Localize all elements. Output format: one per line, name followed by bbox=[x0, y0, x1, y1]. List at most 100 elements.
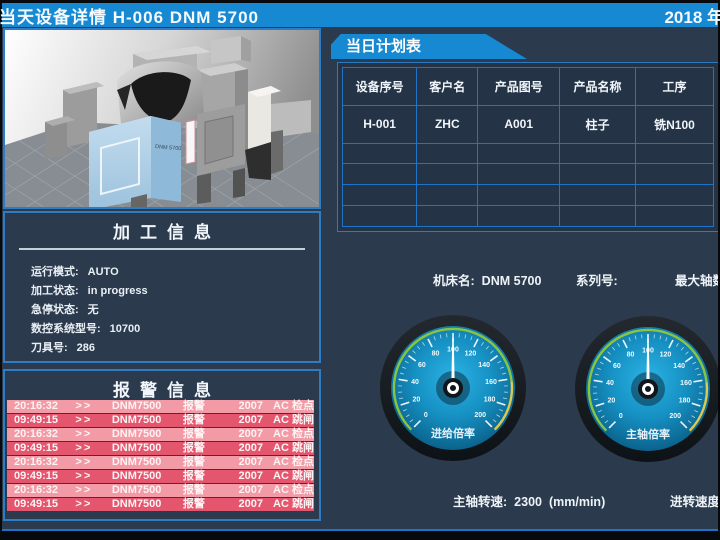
alarm-device: DNM7500 bbox=[111, 428, 162, 440]
plan-cell bbox=[560, 206, 637, 227]
svg-text:60: 60 bbox=[418, 362, 426, 369]
alarm-message: AC 跳闸 bbox=[273, 470, 314, 482]
spindle-override-gauge: 020406080100120140160180200主轴倍率 bbox=[573, 314, 718, 464]
alarm-time: 20:16:32 bbox=[14, 428, 59, 440]
alarm-row: 09:49:15 >> DNM7500 报警 2007 AC 跳闸 bbox=[7, 470, 314, 483]
alarm-type: 报警 bbox=[182, 484, 205, 496]
spindle-speed-label: 主轴转速: bbox=[453, 495, 508, 509]
feed-speed: 进转速度 bbox=[670, 491, 718, 510]
plan-column-header: 设备序号 bbox=[343, 68, 418, 106]
plan-cell bbox=[343, 185, 418, 207]
process-info-panel: 加工信息 运行模式: AUTO 加工状态: in progress 急停状态: 无数控系统… bbox=[3, 211, 321, 363]
alarm-time: 09:49:15 bbox=[14, 442, 59, 454]
plan-cell bbox=[478, 143, 560, 165]
process-info-title: 加工信息 bbox=[113, 223, 221, 242]
alarm-arrow: >> bbox=[75, 414, 93, 426]
field-label: 运行模式: bbox=[31, 266, 79, 278]
alarm-type: 报警 bbox=[182, 442, 205, 454]
plan-cell bbox=[478, 164, 560, 186]
svg-text:180: 180 bbox=[484, 397, 496, 404]
alarm-time: 09:49:15 bbox=[14, 498, 59, 510]
alarm-message: AC 检点 bbox=[273, 484, 314, 496]
tab-daily-plan[interactable]: 当日计划表 bbox=[331, 34, 527, 59]
alarm-device: DNM7500 bbox=[111, 470, 162, 482]
spindle-speed-unit: (mm/min) bbox=[548, 495, 606, 509]
machine-name-label: 机床名: bbox=[433, 274, 475, 288]
plan-column-header: 客户名 bbox=[417, 68, 479, 106]
alarm-device: DNM7500 bbox=[111, 442, 162, 454]
alarm-message: AC 跳闸 bbox=[273, 442, 314, 454]
alarm-code: 2007 bbox=[238, 414, 263, 426]
alarm-message: AC 跳闸 bbox=[273, 498, 314, 510]
plan-cell bbox=[417, 185, 479, 207]
alarm-time: 20:16:32 bbox=[14, 484, 59, 496]
plan-column-header: 产品图号 bbox=[478, 68, 560, 106]
field-value: 无 bbox=[87, 304, 99, 316]
field-label: 加工状态: bbox=[31, 285, 79, 297]
alarm-type: 报警 bbox=[182, 400, 205, 412]
process-info-fields: 运行模式: AUTO 加工状态: in progress 急停状态: 无数控系统型号: 10… bbox=[31, 263, 311, 358]
machine-3d-image: DNM 5700 bbox=[5, 30, 319, 207]
alarm-message: AC 检点 bbox=[273, 428, 314, 440]
alarm-code: 2007 bbox=[238, 456, 263, 468]
alarm-time: 09:49:15 bbox=[14, 470, 59, 482]
plan-cell bbox=[343, 206, 418, 227]
alarm-message: AC 检点 bbox=[273, 400, 314, 412]
field-value: 286 bbox=[76, 342, 96, 354]
alarm-type: 报警 bbox=[182, 470, 205, 482]
alarm-device: DNM7500 bbox=[111, 456, 162, 468]
title-divider bbox=[19, 248, 305, 250]
series-number: 系列号: bbox=[576, 270, 625, 289]
field-value: in progress bbox=[87, 285, 148, 297]
plan-cell bbox=[417, 164, 479, 186]
machine-name: 机床名: DNM 5700 bbox=[433, 270, 541, 289]
svg-text:200: 200 bbox=[669, 413, 681, 420]
plan-cell: A001 bbox=[478, 105, 560, 144]
field-value: AUTO bbox=[87, 266, 119, 278]
svg-text:40: 40 bbox=[411, 379, 419, 386]
svg-text:80: 80 bbox=[432, 351, 440, 358]
alarm-type: 报警 bbox=[182, 456, 205, 468]
plan-cell: 铣N100 bbox=[636, 105, 714, 144]
plan-cell bbox=[343, 164, 418, 186]
plan-cell: 柱子 bbox=[560, 105, 637, 144]
svg-text:主轴倍率: 主轴倍率 bbox=[626, 427, 670, 441]
process-info-field: 刀具号: 286 bbox=[31, 339, 311, 358]
alarm-row: 20:16:32 >> DNM7500 报警 2007 AC 检点 bbox=[7, 400, 314, 413]
svg-text:进给倍率: 进给倍率 bbox=[431, 426, 475, 440]
svg-text:140: 140 bbox=[673, 363, 685, 370]
alarm-device: DNM7500 bbox=[111, 400, 162, 412]
max-axes-label: 最大轴数 bbox=[675, 274, 718, 288]
alarm-arrow: >> bbox=[75, 428, 93, 440]
svg-text:160: 160 bbox=[485, 379, 497, 386]
alarm-info-panel: 报警信息 20:16:32 >> DNM7500 报警 2007 AC 检点 09:49:1… bbox=[3, 369, 321, 521]
spindle-speed: 主轴转速: 2300 (mm/min) bbox=[453, 491, 605, 510]
alarm-message: AC 跳闸 bbox=[273, 414, 314, 426]
field-label: 刀具号: bbox=[31, 342, 68, 354]
series-label: 系列号: bbox=[576, 274, 618, 288]
alarm-type: 报警 bbox=[182, 414, 205, 426]
svg-text:20: 20 bbox=[412, 397, 420, 404]
alarm-time: 09:49:15 bbox=[14, 414, 59, 426]
alarm-arrow: >> bbox=[75, 470, 93, 482]
alarm-type: 报警 bbox=[182, 428, 205, 440]
plan-cell bbox=[478, 185, 560, 207]
alarm-code: 2007 bbox=[238, 498, 263, 510]
svg-text:140: 140 bbox=[478, 362, 490, 369]
svg-text:0: 0 bbox=[619, 413, 623, 420]
svg-text:80: 80 bbox=[627, 352, 635, 359]
machine-name-value: DNM 5700 bbox=[481, 274, 542, 288]
bottom-border-line bbox=[2, 529, 718, 531]
alarm-code: 2007 bbox=[238, 442, 263, 454]
plan-cell bbox=[636, 143, 714, 165]
page-title: 当天设备详情 H-006 DNM 5700 bbox=[0, 7, 260, 27]
svg-text:160: 160 bbox=[680, 380, 692, 387]
plan-cell bbox=[560, 185, 637, 207]
alarm-row: 20:16:32 >> DNM7500 报警 2007 AC 检点 bbox=[7, 456, 314, 469]
svg-text:200: 200 bbox=[474, 412, 486, 419]
alarm-row: 09:49:15 >> DNM7500 报警 2007 AC 跳闸 bbox=[7, 498, 314, 511]
alarm-code: 2007 bbox=[238, 484, 263, 496]
svg-text:180: 180 bbox=[679, 398, 691, 405]
plan-cell bbox=[343, 143, 418, 165]
plan-cell bbox=[636, 206, 714, 227]
